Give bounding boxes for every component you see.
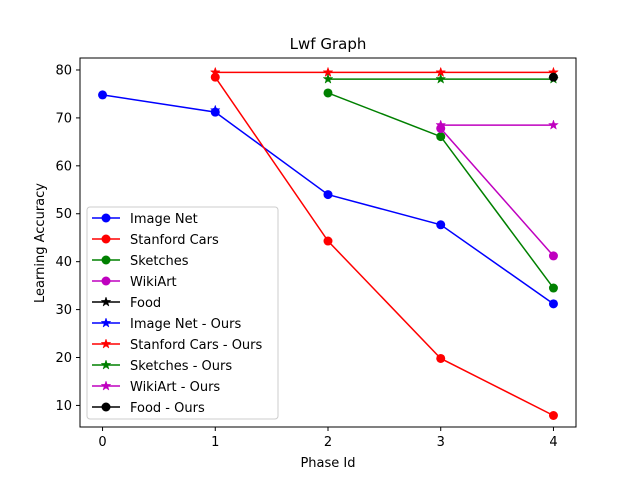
data-point-sketches bbox=[323, 88, 333, 98]
data-point-sketches-ours bbox=[435, 73, 447, 84]
y-tick-label: 20 bbox=[55, 351, 72, 366]
legend-label: Food - Ours bbox=[130, 401, 205, 416]
data-point-image-net bbox=[323, 190, 333, 200]
x-tick-label: 3 bbox=[437, 435, 445, 450]
legend-marker bbox=[101, 213, 111, 223]
chart-title: Lwf Graph bbox=[290, 35, 367, 53]
legend-label: Image Net bbox=[130, 212, 198, 227]
legend-marker bbox=[101, 234, 111, 244]
legend-marker bbox=[100, 380, 112, 391]
y-axis-label: Learning Accuracy bbox=[33, 183, 48, 303]
data-point-wikiart-ours bbox=[435, 119, 447, 130]
plot-frame bbox=[79, 57, 577, 428]
legend-label: WikiArt - Ours bbox=[130, 380, 220, 395]
legend-label: WikiArt bbox=[130, 275, 177, 290]
data-point-stanford-cars bbox=[436, 353, 446, 363]
x-tick-label: 0 bbox=[98, 435, 106, 450]
data-point-food-ours bbox=[548, 72, 558, 82]
data-point-sketches bbox=[548, 283, 558, 293]
y-tick-label: 80 bbox=[55, 63, 72, 78]
legend-label: Stanford Cars - Ours bbox=[130, 338, 263, 353]
legend-box bbox=[86, 206, 279, 420]
x-tick-label: 2 bbox=[324, 435, 332, 450]
x-tick-label: 4 bbox=[549, 435, 557, 450]
x-axis-label: Phase Id bbox=[300, 456, 355, 471]
data-point-image-net-ours bbox=[209, 104, 221, 115]
data-point-wikiart bbox=[548, 251, 558, 261]
legend-marker bbox=[101, 402, 111, 412]
legend-marker bbox=[101, 276, 111, 286]
legend-label: Sketches - Ours bbox=[130, 359, 232, 374]
y-tick-label: 30 bbox=[55, 303, 72, 318]
legend-marker bbox=[100, 317, 112, 328]
y-tick-label: 40 bbox=[55, 255, 72, 270]
data-point-wikiart-ours bbox=[547, 119, 559, 130]
legend-marker bbox=[100, 359, 112, 370]
data-point-stanford-cars bbox=[323, 236, 333, 246]
legend-marker bbox=[100, 296, 112, 307]
data-point-stanford-cars-ours bbox=[209, 66, 221, 78]
y-tick-label: 70 bbox=[55, 111, 72, 126]
axis-ticks: 0 1 2 3 4 10 20 30 40 50 60 70 80 bbox=[55, 63, 557, 450]
y-tick-label: 50 bbox=[55, 207, 72, 222]
legend-label: Stanford Cars bbox=[130, 233, 219, 248]
legend: Image Net Stanford Cars Sketches WikiArt Foo… bbox=[86, 206, 279, 420]
y-tick-label: 10 bbox=[55, 399, 72, 414]
legend-marker bbox=[100, 338, 112, 349]
series-line-wikiart bbox=[440, 127, 555, 257]
data-point-sketches bbox=[436, 132, 446, 142]
data-point-image-net bbox=[548, 299, 558, 309]
x-tick-label: 1 bbox=[211, 435, 219, 450]
legend-label: Sketches bbox=[130, 254, 189, 269]
legend-marker bbox=[101, 255, 111, 265]
legend-label: Image Net - Ours bbox=[130, 317, 241, 332]
data-point-image-net bbox=[436, 220, 446, 230]
series-markers bbox=[98, 66, 559, 420]
data-point-image-net bbox=[98, 90, 108, 100]
data-point-stanford-cars bbox=[548, 410, 558, 420]
y-tick-label: 60 bbox=[55, 159, 72, 174]
legend-label: Food bbox=[130, 296, 161, 311]
data-point-sketches-ours bbox=[322, 73, 334, 84]
series-line-stanford-cars bbox=[214, 76, 554, 417]
